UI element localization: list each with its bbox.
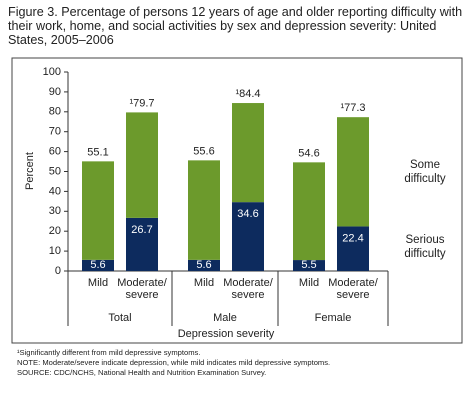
bar-value-label: 5.5 (301, 259, 316, 271)
bar-segment (82, 259, 114, 271)
chart-title: Figure 3. Percentage of persons 12 years… (8, 5, 463, 47)
y-tick-label: 70 (49, 126, 61, 138)
total-label: ¹79.7 (129, 97, 154, 109)
y-tick-label: 40 (49, 185, 61, 197)
y-tick-label: 20 (49, 225, 61, 237)
x-tick-label-box: Moderate/ severe (117, 277, 167, 301)
bar-segment (337, 226, 369, 271)
total-label: 54.6 (298, 147, 319, 159)
legend-label: Some difficulty (404, 159, 446, 185)
bar-segment (188, 259, 220, 271)
bar-value-label: 5.6 (196, 259, 211, 271)
group-label: Female (315, 312, 352, 324)
legend-label-box: Some difficulty (404, 159, 446, 185)
bar-value-label: 26.7 (131, 224, 152, 236)
y-tick-label: 50 (49, 165, 61, 177)
x-tick-label: Mild (193, 277, 215, 289)
bar-value-label: 22.4 (342, 232, 363, 244)
group-label: Total (108, 312, 131, 324)
bar-segment (293, 162, 325, 261)
bar-segment (293, 260, 325, 271)
footnote: SOURCE: CDC/NCHS, National Health and Nu… (17, 368, 266, 377)
bar-segment (126, 217, 158, 271)
x-tick-label: Moderate/ severe (328, 277, 378, 301)
total-label: 55.6 (193, 145, 214, 157)
chart-frame (11, 57, 463, 344)
group-label: Male (213, 312, 237, 324)
legend-label: Serious difficulty (404, 234, 446, 260)
y-axis-label: Percent (24, 152, 36, 190)
total-label: ¹77.3 (340, 102, 365, 114)
bar-segment (82, 161, 114, 260)
x-tick-label-box: Mild (193, 277, 215, 289)
bar-segment (232, 103, 264, 203)
x-tick-label-box: Moderate/ severe (328, 277, 378, 301)
y-tick-label: 10 (49, 245, 61, 257)
y-tick-label: 80 (49, 106, 61, 118)
x-tick-label-box: Mild (87, 277, 109, 289)
bar-segment (337, 117, 369, 227)
legend-label-box: Serious difficulty (404, 234, 446, 260)
x-tick-label: Mild (87, 277, 109, 289)
footnote: NOTE: Moderate/severe indicate depressio… (17, 358, 330, 367)
y-tick-label: 60 (49, 146, 61, 158)
footnote: ¹Significantly different from mild depre… (17, 348, 200, 357)
x-tick-label: Mild (298, 277, 320, 289)
x-tick-label-box: Moderate/ severe (223, 277, 273, 301)
bar-value-label: 5.6 (90, 259, 105, 271)
y-tick-label: 30 (49, 205, 61, 217)
y-tick-label: 0 (55, 265, 61, 277)
bar-segment (188, 160, 220, 260)
total-label: 55.1 (87, 146, 108, 158)
x-tick-label: Moderate/ severe (117, 277, 167, 301)
bar-value-label: 34.6 (237, 208, 258, 220)
y-tick-label: 90 (49, 86, 61, 98)
y-tick-label: 100 (43, 66, 61, 78)
x-tick-label: Moderate/ severe (223, 277, 273, 301)
total-label: ¹84.4 (235, 88, 260, 100)
x-axis-label: Depression severity (178, 328, 275, 340)
bar-segment (126, 112, 158, 218)
x-tick-label-box: Mild (298, 277, 320, 289)
bar-segment (232, 202, 264, 271)
